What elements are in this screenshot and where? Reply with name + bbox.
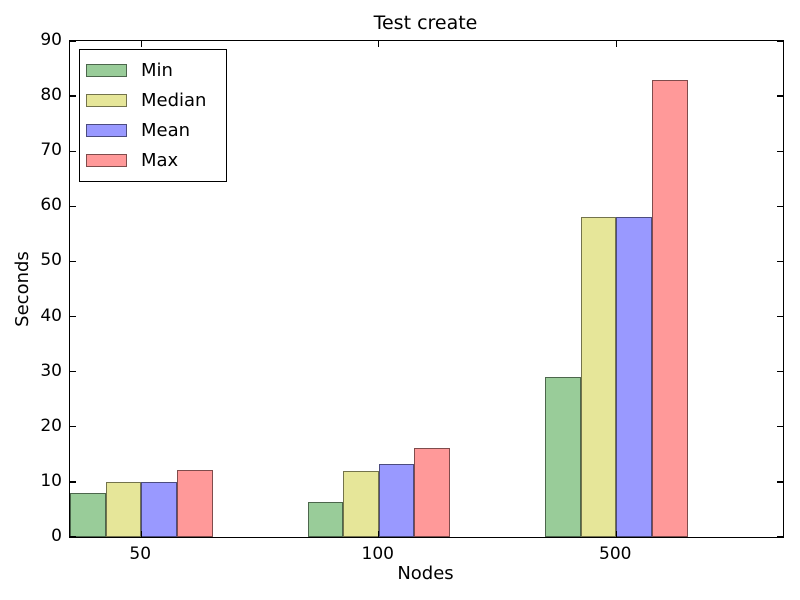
- x-axis-label: Nodes: [397, 563, 454, 584]
- y-tick-left: [70, 260, 76, 263]
- y-tick-left: [70, 371, 76, 373]
- x-tick-label: 500: [599, 544, 632, 564]
- legend: Min Median Mean Max: [79, 49, 227, 182]
- y-tick-left: [70, 315, 76, 318]
- y-tick-label: 0: [51, 526, 62, 546]
- y-tick-label: 30: [40, 360, 62, 381]
- y-tick-left: [70, 536, 76, 538]
- y-tick-left: [70, 205, 76, 207]
- bar-min-50: [70, 492, 106, 537]
- y-tick-left: [70, 426, 76, 428]
- x-tick-top: [615, 41, 617, 47]
- legend-swatch-min: [86, 64, 127, 77]
- y-tick-label: 10: [40, 470, 62, 491]
- bar-median-100: [343, 470, 379, 537]
- chart-title: Test create: [373, 12, 478, 34]
- bar-mean-100: [378, 464, 415, 537]
- x-tick-bottom: [615, 531, 617, 537]
- y-tick-right: [777, 95, 783, 97]
- y-tick-label: 40: [40, 305, 62, 326]
- x-tick-label: 100: [361, 544, 394, 564]
- y-tick-label: 50: [40, 250, 62, 271]
- x-tick-bottom: [378, 531, 380, 537]
- legend-item-median: Median: [86, 88, 216, 113]
- bar-max-500: [651, 79, 688, 537]
- x-tick-top: [378, 41, 380, 47]
- legend-swatch-mean: [86, 124, 127, 137]
- legend-swatch-median: [86, 94, 127, 107]
- y-tick-left: [70, 40, 76, 42]
- legend-label: Min: [141, 59, 173, 81]
- y-tick-right: [777, 150, 783, 152]
- y-tick-label: 80: [40, 85, 62, 106]
- y-tick-label: 20: [40, 415, 62, 436]
- bar-min-100: [307, 502, 344, 537]
- bar-min-500: [545, 377, 581, 537]
- y-tick-left: [70, 481, 76, 483]
- legend-item-max: Max: [86, 148, 216, 173]
- y-tick-right: [777, 315, 783, 318]
- legend-swatch-max: [86, 154, 127, 167]
- y-tick-left: [70, 150, 76, 152]
- x-tick-label: 50: [129, 544, 152, 564]
- y-tick-right: [777, 371, 783, 373]
- y-tick-right: [777, 536, 783, 538]
- y-tick-right: [777, 426, 783, 428]
- y-tick-label: 90: [40, 30, 62, 50]
- x-tick-bottom: [140, 531, 142, 537]
- legend-label: Mean: [141, 119, 191, 141]
- bar-median-50: [105, 481, 142, 537]
- legend-label: Median: [141, 89, 207, 111]
- bar-max-50: [176, 469, 213, 537]
- y-axis-label: Seconds: [12, 251, 33, 327]
- y-tick-label: 70: [40, 140, 62, 161]
- legend-label: Max: [141, 149, 179, 171]
- bar-mean-50: [141, 481, 177, 537]
- y-tick-right: [777, 260, 783, 263]
- legend-item-min: Min: [86, 58, 216, 83]
- legend-item-mean: Mean: [86, 118, 216, 143]
- bar-max-100: [414, 447, 450, 537]
- x-tick-top: [140, 41, 142, 47]
- bar-median-500: [580, 217, 617, 537]
- y-tick-label: 60: [40, 195, 62, 216]
- y-tick-right: [777, 40, 783, 42]
- y-tick-right: [777, 205, 783, 207]
- y-tick-left: [70, 95, 76, 97]
- bar-mean-500: [616, 217, 652, 537]
- y-tick-right: [777, 481, 783, 483]
